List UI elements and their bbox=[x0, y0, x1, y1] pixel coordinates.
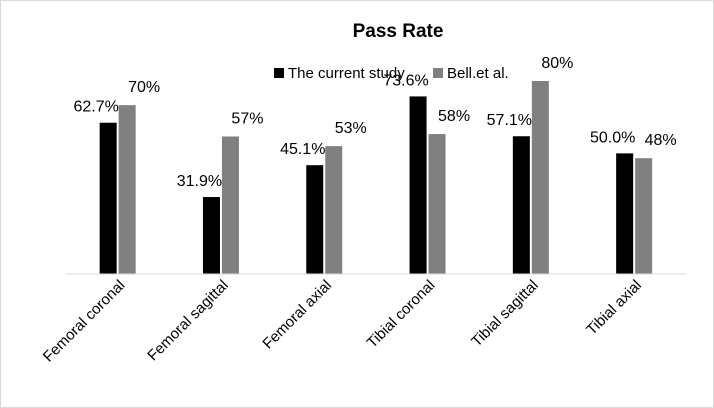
legend-label-bell-et-al: Bell.et al. bbox=[447, 65, 509, 82]
x-tick-label-4: Tibial coronal bbox=[364, 277, 439, 352]
bar-current-study-4 bbox=[409, 96, 427, 274]
x-tick-label-2: Femoral sagittal bbox=[144, 277, 231, 364]
bar-current-study-3 bbox=[306, 165, 324, 274]
legend-label-current-study: The current study bbox=[288, 65, 405, 82]
bar-current-study-1 bbox=[99, 122, 117, 274]
data-label-current-study-4: 73.6% bbox=[383, 72, 428, 89]
data-label-bell-et-al-5: 80% bbox=[541, 55, 573, 72]
legend-swatch-current-study bbox=[274, 68, 284, 78]
x-tick-labels: Femoral coronal Femoral sagittal Femoral a… bbox=[40, 277, 645, 366]
bars bbox=[99, 81, 653, 274]
data-label-bell-et-al-3: 53% bbox=[335, 120, 367, 137]
data-label-current-study-6: 50.0% bbox=[590, 129, 635, 146]
bar-bell-et-al-5 bbox=[531, 81, 549, 274]
legend: The current study Bell.et al. bbox=[274, 65, 509, 82]
data-label-bell-et-al-2: 57% bbox=[231, 110, 263, 127]
data-labels: 62.7% 70% 31.9% 57% 45.1% 53% 73.6% 58% 57.1% 80%… bbox=[73, 55, 676, 190]
bar-current-study-5 bbox=[512, 136, 530, 274]
bar-bell-et-al-6 bbox=[635, 158, 653, 274]
x-tick-label-6: Tibial axial bbox=[583, 277, 645, 339]
data-label-current-study-5: 57.1% bbox=[487, 112, 532, 129]
x-tick-label-1: Femoral coronal bbox=[40, 277, 129, 366]
data-label-current-study-1: 62.7% bbox=[73, 99, 118, 116]
bar-current-study-6 bbox=[616, 153, 634, 274]
chart-title: Pass Rate bbox=[353, 21, 444, 42]
data-label-current-study-3: 45.1% bbox=[280, 141, 325, 158]
data-label-bell-et-al-6: 48% bbox=[645, 132, 677, 149]
bar-bell-et-al-2 bbox=[221, 136, 239, 274]
x-tick-label-5: Tibial sagittal bbox=[468, 277, 542, 351]
bar-bell-et-al-3 bbox=[325, 146, 343, 274]
data-label-bell-et-al-4: 58% bbox=[438, 108, 470, 125]
bar-current-study-2 bbox=[202, 197, 220, 274]
data-label-current-study-2: 31.9% bbox=[177, 173, 222, 190]
bar-bell-et-al-1 bbox=[118, 105, 136, 274]
bar-bell-et-al-4 bbox=[428, 134, 446, 274]
legend-swatch-bell-et-al bbox=[433, 68, 443, 78]
x-tick-label-3: Femoral axial bbox=[259, 277, 335, 353]
data-label-bell-et-al-1: 70% bbox=[128, 79, 160, 96]
